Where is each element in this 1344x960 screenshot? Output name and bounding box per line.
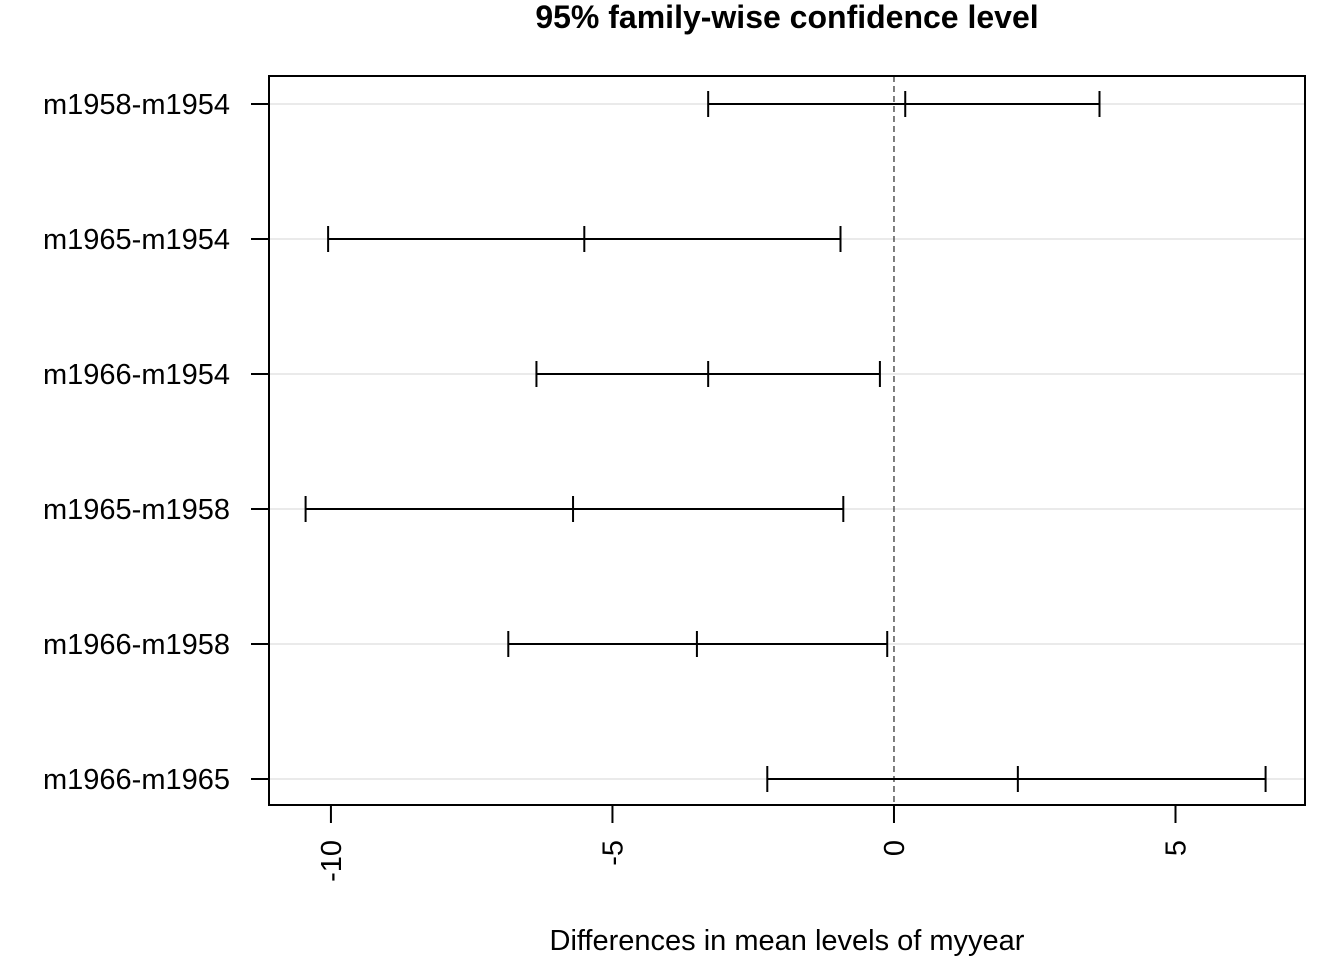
y-tick-label: m1965-m1954 [43,224,230,256]
y-tick-label: m1958-m1954 [43,89,230,121]
confidence-intervals [304,91,1267,792]
plot-frame [268,75,1306,806]
y-axis: m1958-m1954 m1965-m1954 m1966-m1954 m1965-m… [43,89,269,796]
x-axis-label: Differences in mean levels of myyear [550,925,1025,957]
x-tick-label: 5 [1161,840,1193,856]
y-tick-label: m1966-m1958 [43,629,230,661]
y-tick-label: m1965-m1958 [43,494,230,526]
x-tick-label: 0 [879,840,911,856]
x-tick-label: -5 [597,840,629,866]
x-tick-label: -10 [316,840,348,882]
y-tick-label: m1966-m1965 [43,764,230,796]
grid-lines [269,103,1305,780]
chart-title: 95% family-wise confidence level [535,0,1038,35]
x-axis: -10 -5 0 5 [316,804,1193,882]
y-tick-label: m1966-m1954 [43,359,230,391]
